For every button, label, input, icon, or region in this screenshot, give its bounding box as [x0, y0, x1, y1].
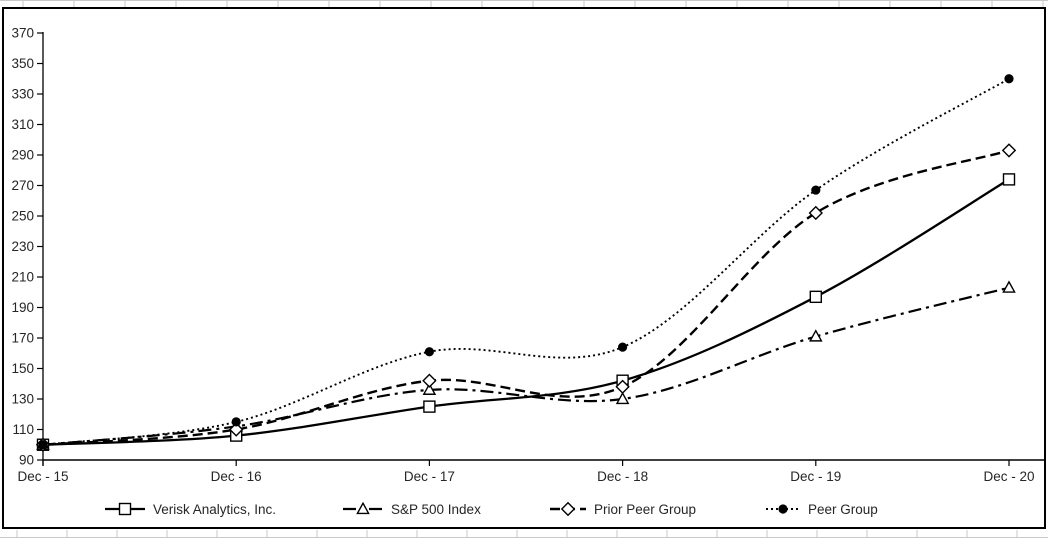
data-point-peer-group: [811, 185, 821, 195]
legend-marker-peer-group: [778, 504, 788, 514]
y-tick-label: 250: [11, 209, 34, 224]
y-tick-label: 290: [11, 148, 34, 163]
y-tick-label: 230: [11, 239, 34, 254]
series-peer-group: [38, 74, 1014, 450]
data-point-s-p-500-index: [1002, 280, 1016, 293]
x-tick-label: Dec - 20: [983, 469, 1034, 484]
legend-item-peer-group: Peer Group: [766, 502, 878, 517]
legend-item-prior-peer-group: Prior Peer Group: [550, 502, 696, 517]
y-tick-label: 90: [19, 453, 34, 468]
data-point-verisk-analytics-inc: [809, 290, 822, 304]
data-point-verisk-analytics-inc: [423, 400, 436, 413]
y-tick-label: 310: [11, 117, 34, 132]
y-tick-label: 150: [11, 361, 34, 376]
legend-label: Verisk Analytics, Inc.: [153, 502, 276, 517]
series-prior-peer-group: [35, 143, 1017, 452]
data-point-verisk-analytics-inc: [1002, 173, 1016, 186]
y-tick-label: 110: [12, 422, 34, 437]
x-tick-label: Dec - 17: [404, 469, 455, 484]
data-point-peer-group: [1004, 74, 1014, 84]
y-tick-label: 130: [11, 392, 34, 407]
data-point-peer-group: [618, 342, 628, 352]
legend-marker-prior-peer-group: [560, 501, 576, 517]
legend: Verisk Analytics, Inc. S&P 500 Index Prior…: [105, 501, 878, 517]
y-tick-label: 170: [11, 331, 34, 346]
data-point-s-p-500-index: [615, 391, 630, 405]
y-axis: 90 110 130 150 170 190 210 230 250 270 290 310 330 35…: [11, 26, 44, 468]
series-line-prior-peer-group: [42, 149, 1010, 446]
legend-marker-s-p-500-index: [356, 501, 370, 515]
x-tick-label: Dec - 18: [597, 469, 648, 484]
x-tick-label: Dec - 19: [790, 469, 841, 484]
y-tick-label: 190: [11, 300, 34, 315]
y-tick-label: 210: [11, 270, 34, 285]
data-point-prior-peer-group: [808, 205, 823, 221]
legend-label: S&P 500 Index: [391, 502, 481, 517]
data-point-peer-group: [424, 347, 434, 357]
x-axis: Dec - 15 Dec - 16 Dec - 17 Dec - 18 Dec - 19…: [17, 459, 1044, 484]
data-point-prior-peer-group: [422, 373, 437, 388]
data-point-s-p-500-index: [422, 382, 437, 395]
series-line-s-p-500-index: [42, 286, 1010, 446]
y-tick-label: 370: [11, 26, 34, 41]
legend-label: Prior Peer Group: [594, 502, 696, 517]
data-point-prior-peer-group: [615, 379, 630, 394]
y-tick-label: 330: [11, 87, 34, 102]
data-point-peer-group: [231, 417, 241, 427]
legend-item-s-p-500-index: S&P 500 Index: [343, 501, 481, 517]
data-point-s-p-500-index: [809, 329, 823, 342]
x-tick-label: Dec - 15: [17, 469, 68, 484]
legend-item-verisk-analytics-inc: Verisk Analytics, Inc.: [105, 502, 276, 517]
legend-label: Peer Group: [808, 502, 878, 517]
data-point-peer-group: [38, 440, 48, 450]
data-point-prior-peer-group: [229, 422, 244, 437]
y-tick-label: 350: [11, 56, 34, 71]
data-point-prior-peer-group: [1001, 143, 1017, 158]
y-tick-label: 270: [11, 178, 34, 193]
legend-marker-verisk-analytics-inc: [118, 502, 132, 516]
x-tick-label: Dec - 16: [211, 469, 262, 484]
series-line-peer-group: [42, 77, 1010, 446]
chart-frame: [2, 7, 1046, 529]
